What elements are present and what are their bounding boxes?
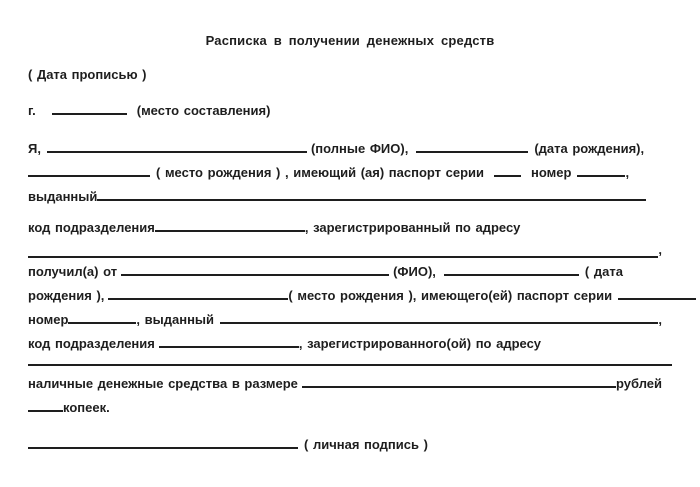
kopecks-label: копеек. — [63, 400, 110, 415]
amount-blank-field — [301, 386, 616, 388]
declarant-unit-code-line: код подразделения , зарегистрированный п… — [28, 220, 672, 236]
birth-date-blank-field — [416, 151, 529, 153]
birth-place-blank-field — [28, 175, 150, 177]
comma: , — [658, 312, 662, 327]
payer-issued-label: , выданный — [136, 312, 215, 327]
payer-address-blank-field — [28, 364, 672, 366]
declarant-address-line: , — [28, 242, 672, 258]
declarant-issued-line: выданный — [28, 189, 672, 205]
cash-amount-label: наличные денежные средства в размере — [28, 376, 298, 391]
title-text: Расписка в получении денежных средств — [205, 33, 495, 48]
kopecks-line: копеек. — [28, 400, 672, 416]
payer-issued-line: номер , выданный , — [28, 312, 672, 328]
city-blank-field — [51, 113, 127, 115]
city-note: (место составления) — [136, 103, 271, 118]
kopecks-blank-field — [28, 410, 63, 412]
payer-number-label: номер — [28, 312, 69, 327]
passport-series-blank-field — [494, 175, 522, 177]
payer-passport-series-blank-field — [618, 298, 696, 300]
payer-name-line: получил(а) от (ФИО), ( дата — [28, 264, 672, 280]
date-in-words-line: ( Дата прописью ) — [28, 67, 672, 83]
passport-number-label: номер — [531, 165, 572, 180]
amount-line: наличные денежные средства в размере руб… — [28, 376, 672, 392]
payer-passport-line: рождения ), ( место рождения ), имеющего… — [28, 288, 696, 304]
payer-birth-place-passport-text: ( место рождения ), имеющего(ей) паспорт… — [288, 288, 613, 303]
received-from-label: получил(а) от — [28, 264, 118, 279]
declarant-passport-line: ( место рождения ) , имеющий (ая) паспор… — [28, 165, 672, 181]
payer-registered-at-text: , зарегистрированного(ой) по адресу — [298, 336, 542, 351]
comma: , — [658, 242, 662, 257]
address-blank-field — [28, 256, 659, 258]
declarant-name-line: Я, (полные ФИО), (дата рождения), — [28, 141, 672, 157]
passport-number-blank-field — [577, 175, 626, 177]
payer-unit-code-line: код подразделения , зарегистрированного(… — [28, 336, 672, 352]
payer-unit-code-blank-field — [158, 346, 299, 348]
payer-issued-blank-field — [220, 322, 659, 324]
payer-number-blank-field — [68, 322, 137, 324]
full-name-note: (полные ФИО), — [310, 141, 409, 156]
issued-by-blank-field — [97, 199, 646, 201]
registered-at-text: , зарегистрированный по адресу — [304, 220, 521, 235]
signature-line: ( личная подпись ) — [28, 437, 672, 453]
full-name-blank-field — [46, 151, 307, 153]
payer-address-line — [28, 358, 672, 366]
city-prefix: г. — [28, 103, 36, 118]
issued-by-label: выданный — [28, 189, 98, 204]
date-in-words-note: ( Дата прописью ) — [28, 67, 147, 82]
unit-code-blank-field — [154, 230, 305, 232]
birth-place-passport-text: ( место рождения ) , имеющий (ая) паспор… — [156, 165, 485, 180]
i-pronoun: Я, — [28, 141, 41, 156]
payer-birth-date-blank-field — [443, 274, 579, 276]
signature-blank-field — [28, 447, 298, 449]
payer-birth-place-blank-field — [108, 298, 289, 300]
payer-date-open-text: ( дата — [584, 264, 623, 279]
signature-note: ( личная подпись ) — [304, 437, 428, 452]
payer-fio-note: (ФИО), — [393, 264, 436, 279]
page-title: Расписка в получении денежных средств — [28, 33, 672, 49]
comma: , — [625, 165, 630, 180]
unit-code-label: код подразделения — [28, 220, 155, 235]
payer-name-blank-field — [121, 274, 390, 276]
city-line: г. (место составления) — [28, 103, 672, 119]
birth-date-note: (дата рождения), — [534, 141, 645, 156]
payer-birth-label: рождения ), — [28, 288, 105, 303]
payer-unit-code-label: код подразделения — [28, 336, 155, 351]
rubles-label: рублей — [615, 376, 662, 391]
